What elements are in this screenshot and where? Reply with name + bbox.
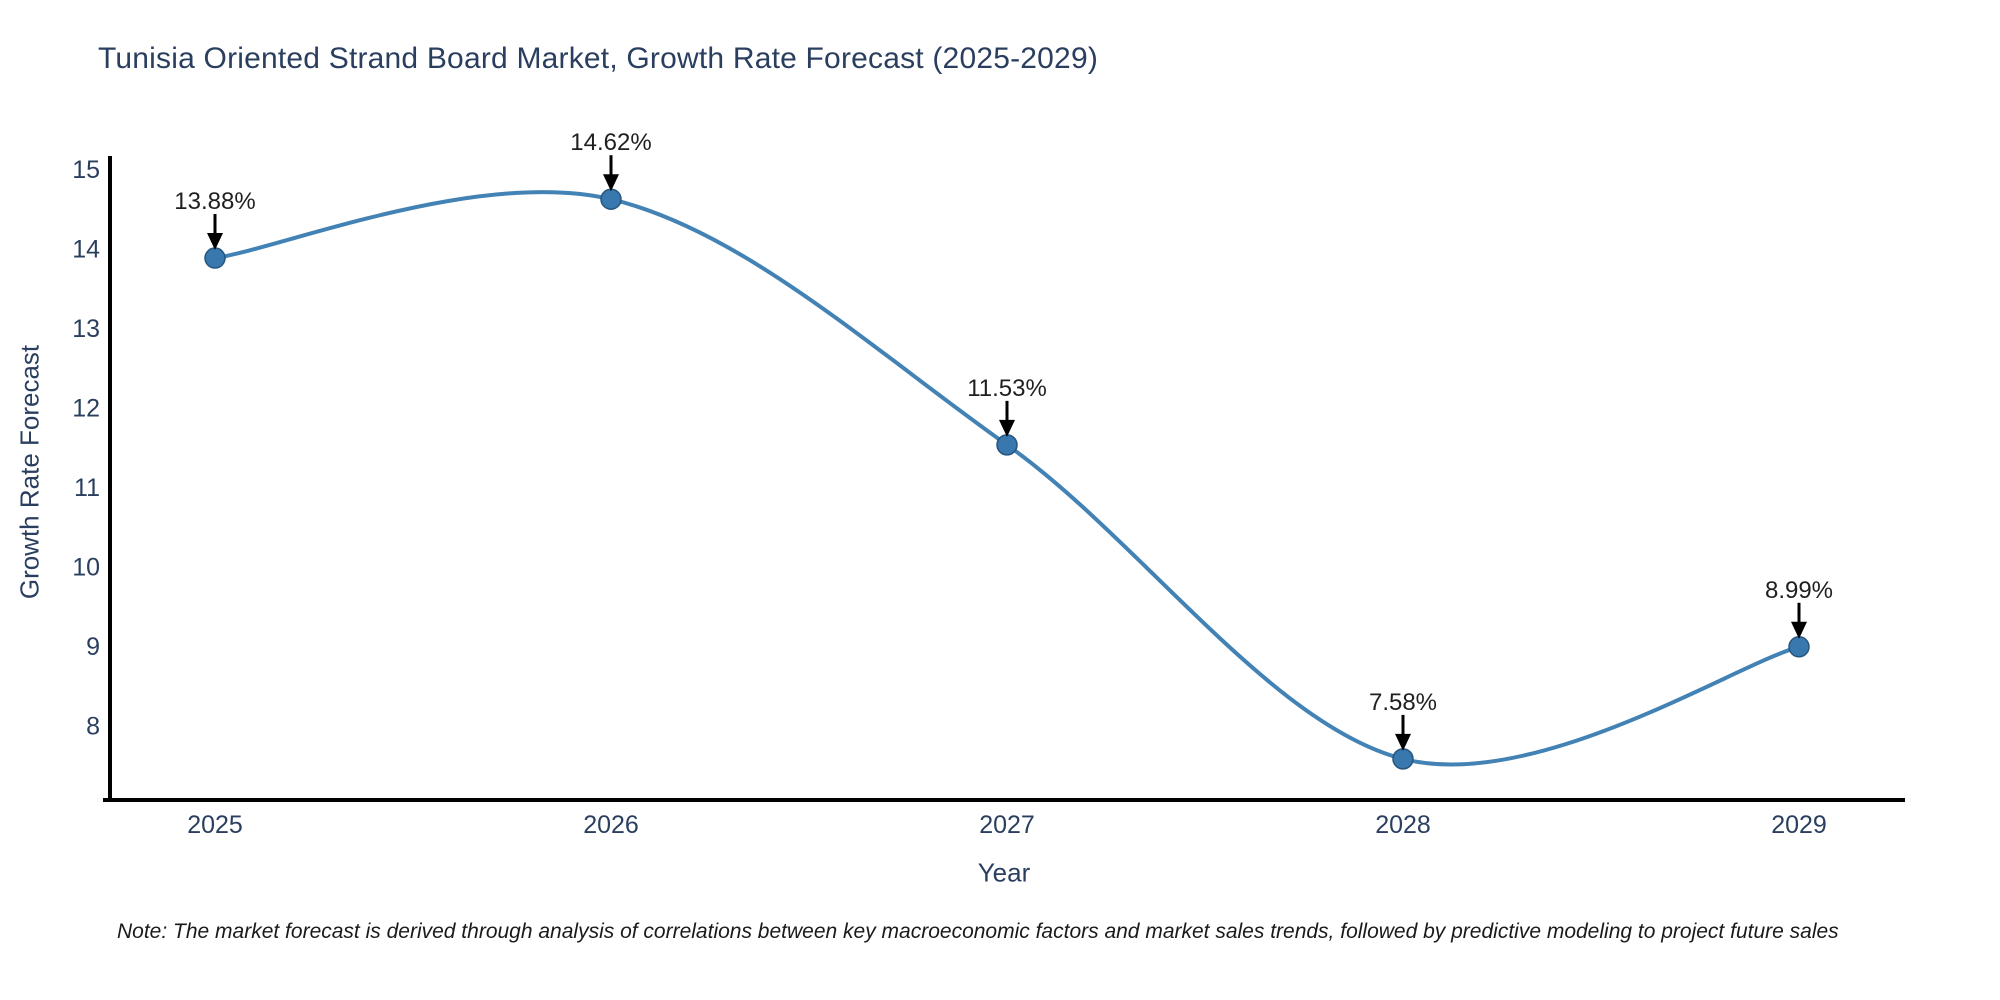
x-tick-label: 2027 <box>979 811 1035 839</box>
annotation-arrowhead <box>207 233 223 251</box>
annotation-arrowhead <box>1395 733 1411 751</box>
y-tick-label: 11 <box>74 474 100 502</box>
x-axis-title: Year <box>977 857 1031 888</box>
data-point-label: 7.58% <box>1369 689 1437 716</box>
y-tick-label: 13 <box>72 315 100 343</box>
footnote: Note: The market forecast is derived thr… <box>117 920 1839 943</box>
x-tick-label: 2026 <box>583 811 639 839</box>
y-tick-label: 15 <box>72 156 100 184</box>
y-tick-label: 9 <box>86 633 100 661</box>
data-point-marker <box>996 434 1018 456</box>
trend-line <box>213 190 1801 767</box>
data-point-label: 13.88% <box>174 188 255 215</box>
data-point-marker <box>1392 748 1414 770</box>
data-point-label: 11.53% <box>967 375 1047 402</box>
x-tick-label: 2025 <box>187 811 243 839</box>
data-point-marker <box>600 188 622 210</box>
data-point-label: 8.99% <box>1765 577 1833 604</box>
y-tick-label: 14 <box>72 236 100 264</box>
y-tick-label: 12 <box>72 395 100 423</box>
y-tick-label: 8 <box>86 713 100 741</box>
data-point-marker <box>1788 636 1810 658</box>
annotation-arrowhead <box>603 174 619 192</box>
annotation-arrowhead <box>999 419 1015 437</box>
x-tick-label: 2028 <box>1375 811 1431 839</box>
data-point-marker <box>204 247 226 269</box>
y-tick-label: 10 <box>72 554 100 582</box>
x-tick-label: 2029 <box>1771 811 1827 839</box>
annotation-arrowhead <box>1791 621 1807 639</box>
chart-title: Tunisia Oriented Strand Board Market, Gr… <box>98 42 1099 75</box>
data-point-label: 14.62% <box>570 129 651 156</box>
